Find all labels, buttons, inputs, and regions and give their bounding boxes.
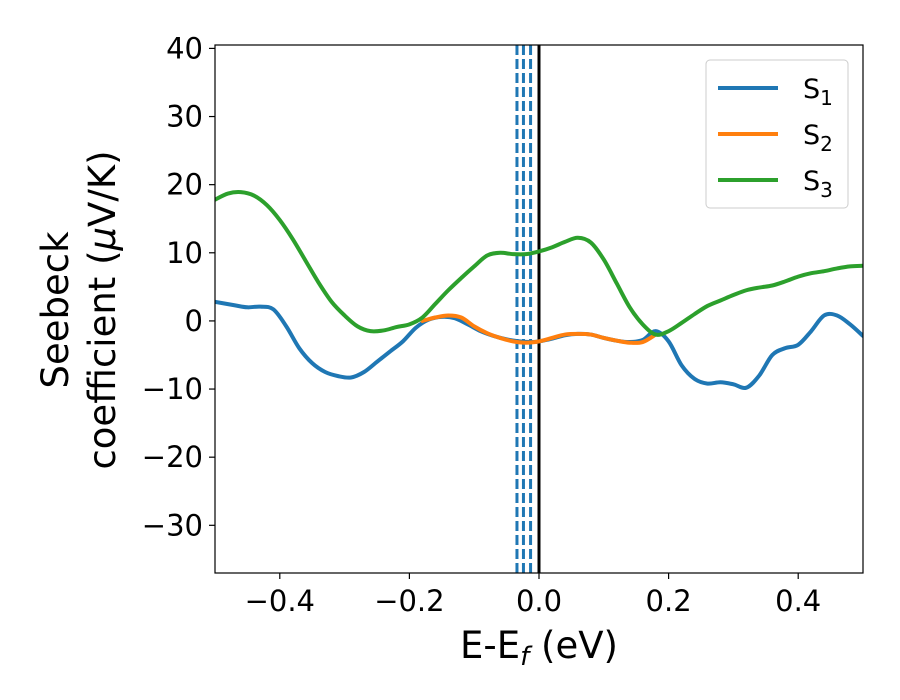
legend-label-s2: S2 — [803, 120, 833, 156]
x-tick-label: 0.0 — [516, 584, 562, 618]
x-axis-title-main: E-E — [460, 624, 520, 667]
y-tick-label: 40 — [166, 31, 203, 65]
y-tick-label: 10 — [166, 236, 203, 270]
x-axis-ticks: −0.4 −0.2 0.0 0.2 0.4 — [245, 573, 821, 618]
plot-content — [215, 45, 863, 573]
y-axis-title-line2: coefficient (μV/K) — [81, 150, 124, 469]
plot-area — [215, 45, 863, 573]
y-axis-title: Seebeck coefficient (μV/K) — [34, 150, 124, 469]
legend-label-s3: S3 — [803, 166, 833, 202]
y-axis-title-post: V/K) — [81, 150, 124, 226]
y-axis-ticks: −30 −20 −10 0 10 20 30 40 — [142, 31, 215, 542]
x-tick-label: 0.4 — [775, 584, 821, 618]
y-axis-title-pre: coefficient ( — [81, 250, 124, 469]
y-tick-label: 20 — [166, 168, 203, 202]
series-line-s2 — [420, 313, 658, 345]
series-line-s3 — [215, 190, 863, 337]
x-axis-title-tail: (eV) — [529, 624, 618, 667]
x-tick-label: −0.2 — [374, 584, 444, 618]
y-tick-label: 30 — [166, 100, 203, 134]
legend-label-s1: S1 — [803, 74, 833, 110]
y-axis-title-line1: Seebeck — [34, 231, 77, 389]
y-axis-title-mu: μ — [81, 227, 124, 252]
x-axis-title: E-Ef (eV) — [460, 624, 618, 672]
legend: S1 S2 S3 — [705, 59, 849, 209]
y-tick-label: −20 — [142, 440, 203, 474]
y-tick-label: 0 — [185, 304, 203, 338]
x-tick-label: 0.2 — [646, 584, 692, 618]
y-tick-label: −30 — [142, 508, 203, 542]
y-tick-label: −10 — [142, 372, 203, 406]
x-tick-label: −0.4 — [245, 584, 315, 618]
